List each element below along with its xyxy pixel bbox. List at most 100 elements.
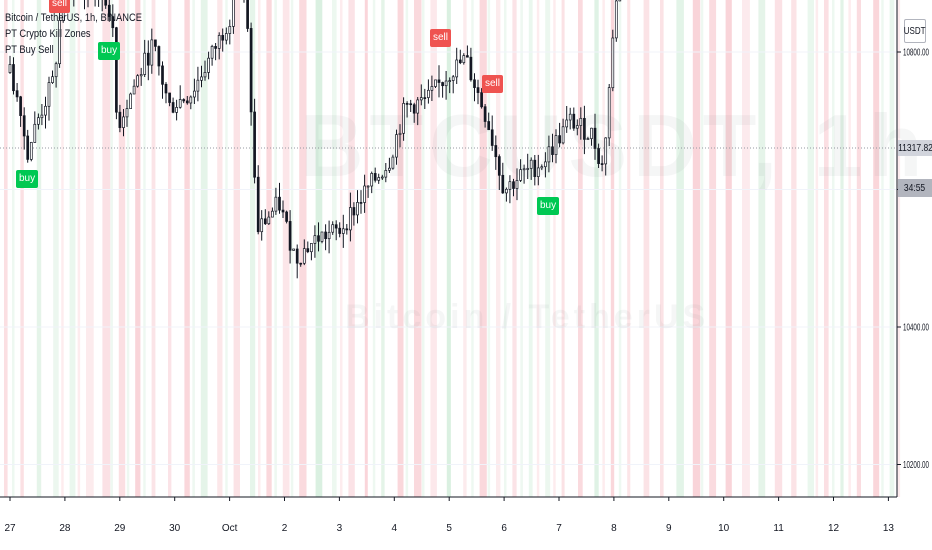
candle-body — [483, 106, 487, 122]
candle-body — [490, 129, 494, 146]
legend-indicator-kill-zones[interactable]: PT Crypto Kill Zones — [5, 28, 91, 40]
candle-body — [331, 224, 335, 233]
legend-symbol[interactable]: Bitcoin / TetherUS, 1h, BINANCE — [5, 12, 143, 24]
kill-zone-band — [660, 0, 664, 497]
kill-zone-band — [791, 0, 797, 497]
candle-body — [267, 216, 271, 225]
candle-body — [512, 181, 515, 189]
candle-body — [175, 107, 178, 113]
candle-body — [497, 156, 501, 176]
price-tick-label: 10800.00 — [903, 48, 929, 59]
kill-zone-band — [758, 0, 766, 497]
candle-body — [540, 166, 544, 169]
candle-body — [203, 72, 207, 78]
time-tick-label: 7 — [556, 523, 562, 534]
time-tick-label: 28 — [59, 523, 71, 534]
candle-body — [182, 99, 186, 102]
time-tick-label: 3 — [337, 523, 343, 534]
kill-zone-band — [824, 0, 829, 497]
candle-body — [607, 87, 611, 139]
kill-zone-band — [332, 0, 337, 497]
kill-zone-band — [192, 0, 195, 497]
candle-body — [526, 168, 530, 170]
kill-zone-band — [774, 0, 783, 497]
bar-countdown-tag: 34:55 — [898, 179, 932, 197]
candle-body — [139, 74, 143, 77]
candle-body — [334, 224, 338, 229]
candle-body — [544, 161, 547, 168]
candle-body — [494, 145, 498, 158]
candle-body — [115, 27, 118, 113]
candle-body — [611, 37, 615, 89]
kill-zone-band — [528, 0, 533, 497]
candle-body — [391, 156, 395, 169]
kill-zone-band — [299, 0, 307, 497]
candle-body — [210, 46, 214, 59]
candle-body — [292, 248, 295, 251]
candle-body — [107, 4, 111, 17]
kill-zone-band — [184, 0, 190, 497]
candle-body — [515, 180, 519, 189]
kill-zone-band — [643, 0, 650, 497]
candle-body — [288, 221, 292, 251]
kill-zone-band — [53, 0, 59, 497]
candle-body — [427, 89, 430, 98]
candle-body — [458, 59, 462, 64]
symbol-watermark-sub: Bitcoin / TetherUS — [345, 298, 710, 336]
candle-body — [558, 135, 561, 144]
candle-body — [12, 64, 15, 92]
candle-body — [590, 127, 593, 139]
candle-body — [487, 121, 491, 131]
candle-body — [561, 126, 565, 144]
candle-body — [8, 64, 12, 73]
time-tick-label: 27 — [4, 523, 16, 534]
candle-body — [373, 173, 377, 181]
candle-body — [129, 93, 132, 109]
candle-body — [302, 248, 306, 264]
candle-body — [466, 55, 469, 58]
candle-body — [214, 46, 217, 49]
candle-body — [317, 235, 320, 242]
candle-body — [33, 123, 37, 143]
candle-body — [161, 65, 164, 85]
candle-body — [58, 20, 61, 65]
candle-body — [260, 218, 264, 233]
candle-body — [104, 0, 108, 6]
candle-body — [253, 111, 256, 178]
candle-body — [579, 118, 583, 126]
kill-zone-band — [4, 0, 8, 497]
price-axis[interactable] — [898, 0, 932, 497]
candle-body — [356, 202, 359, 216]
kill-zone-band — [832, 0, 835, 497]
bar-countdown-value: 34:55 — [904, 182, 926, 194]
currency-button[interactable]: USDT — [904, 19, 926, 43]
candle-body — [462, 55, 466, 63]
kill-zone-band — [700, 0, 704, 497]
kill-zone-band — [69, 0, 76, 497]
candle-body — [419, 97, 423, 101]
kill-zone-band — [348, 0, 355, 497]
candle-body — [366, 185, 370, 188]
sell-signal-label: sell — [482, 75, 504, 93]
candle-body — [480, 92, 483, 108]
candle-body — [405, 103, 409, 105]
kill-zone-band — [553, 0, 556, 497]
time-tick-label: 2 — [282, 523, 288, 534]
candle-body — [377, 177, 381, 181]
candle-body — [437, 79, 441, 83]
kill-zone-band — [102, 0, 111, 497]
kill-zone-band — [422, 0, 425, 497]
legend-indicator-buy-sell[interactable]: PT Buy Sell — [5, 44, 54, 56]
candle-body — [185, 100, 189, 104]
candle-body — [313, 235, 317, 244]
candle-body — [118, 111, 122, 128]
candle-body — [217, 35, 221, 49]
candle-body — [363, 185, 366, 203]
candle-body — [614, 0, 618, 39]
candle-body — [44, 105, 47, 116]
candle-body — [193, 90, 196, 98]
kill-zone-band — [250, 0, 256, 497]
candle-body — [551, 146, 554, 155]
